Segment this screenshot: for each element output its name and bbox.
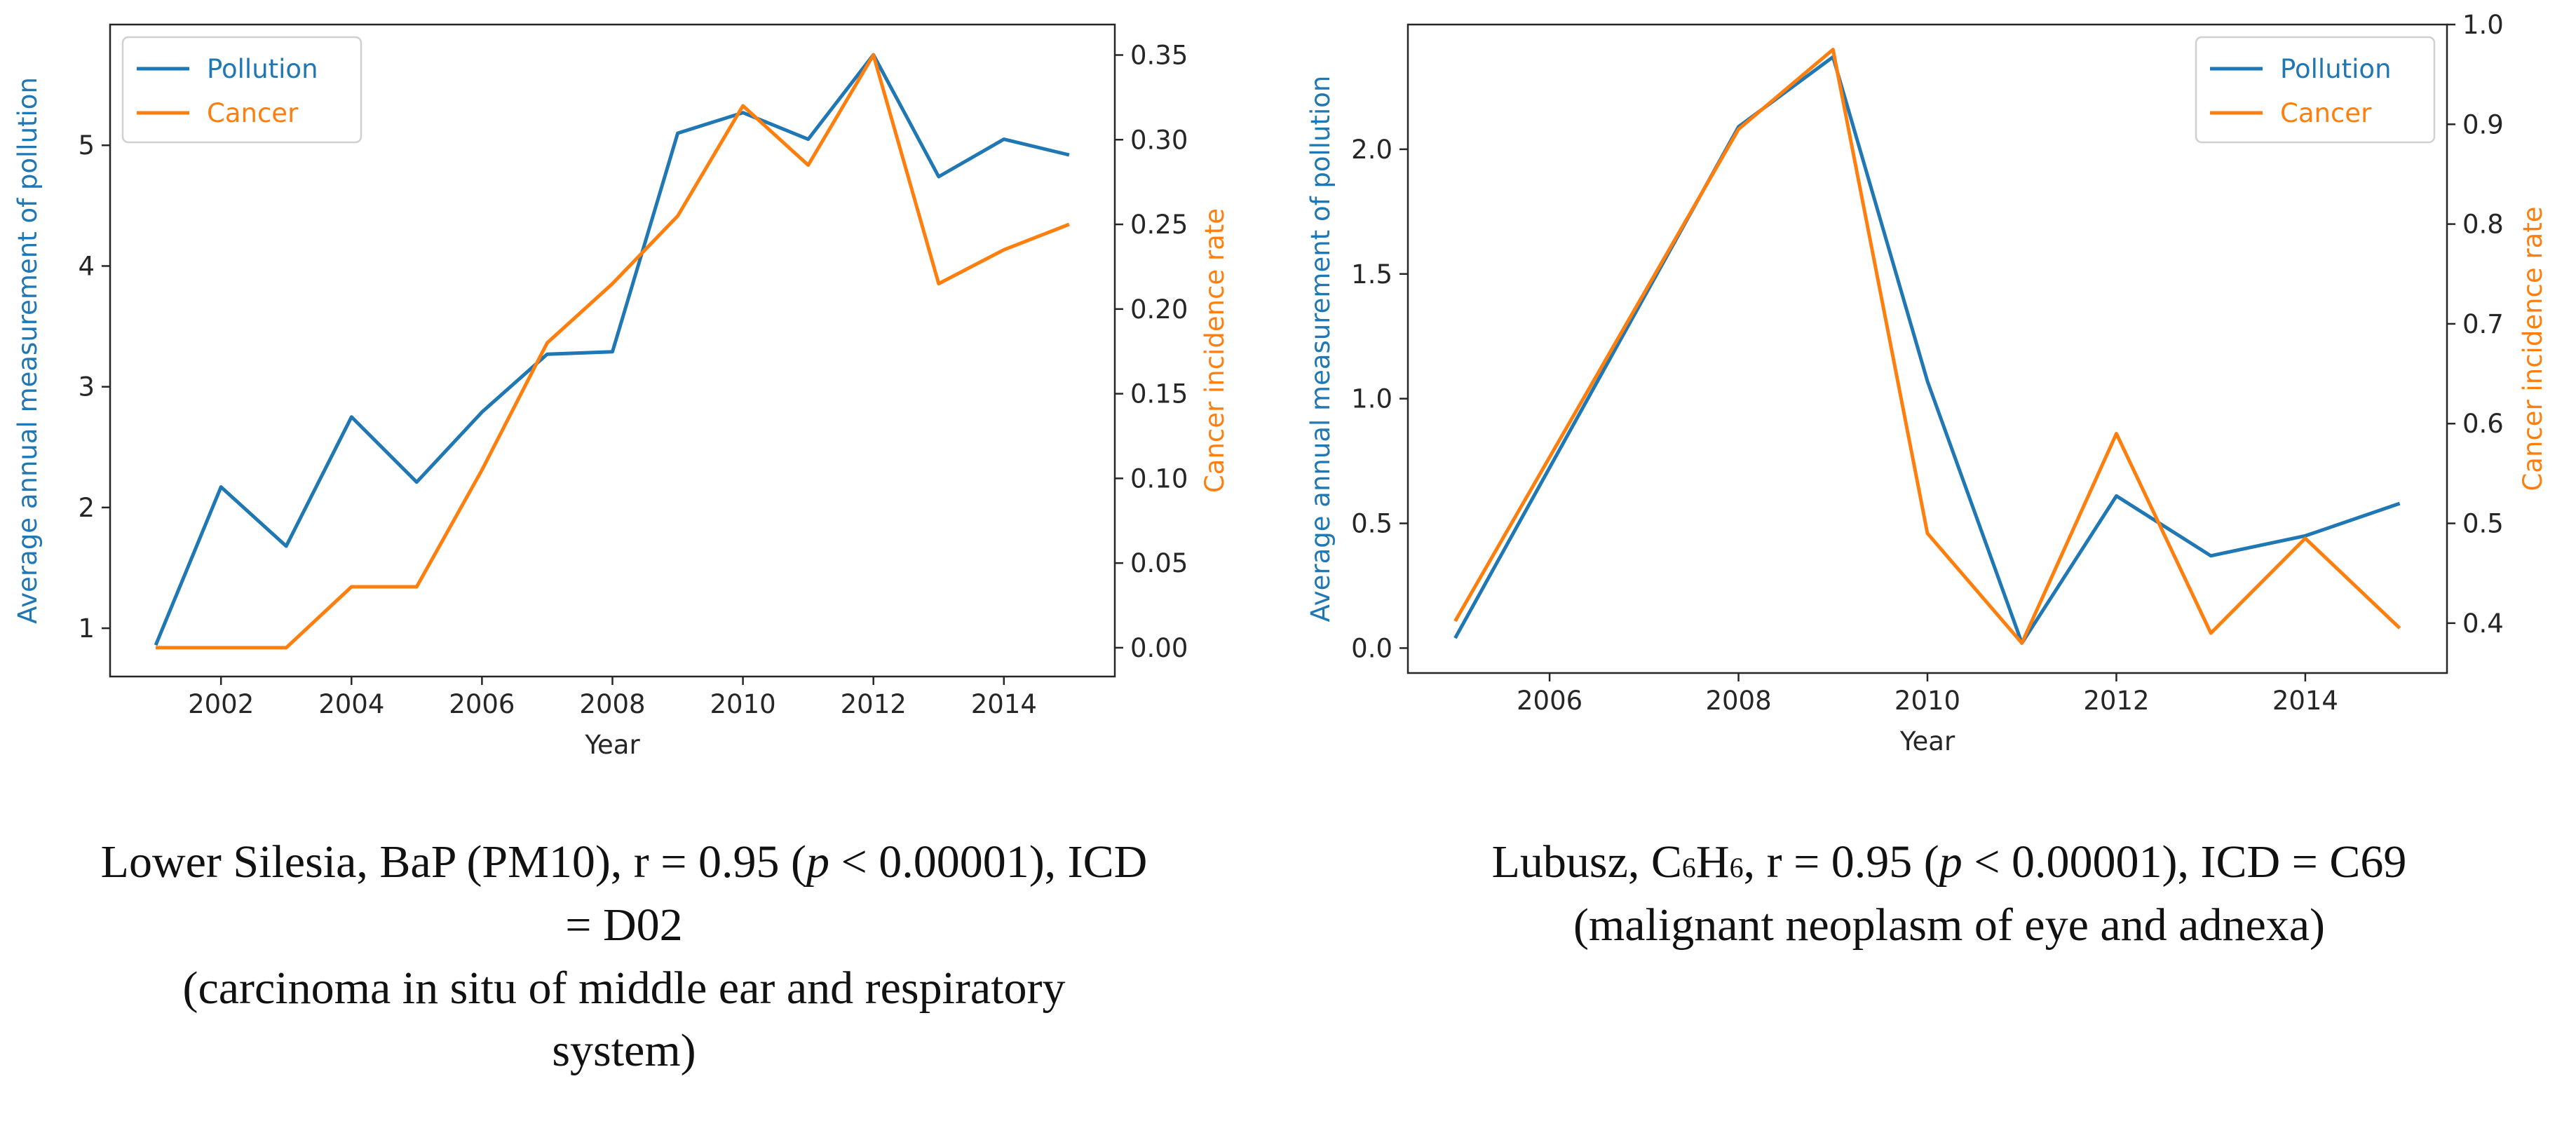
x-axis-label: Year [1899, 726, 1955, 756]
y-left-axis-label: Average annual measurement of pollution [13, 77, 43, 624]
chart-1: 2002 2004 2006 2008 2010 2012 2014 Year 1 2 3 4 5 0.0… [13, 23, 1230, 760]
x-tick-label: 2012 [2083, 686, 2149, 716]
legend: Pollution Cancer [2195, 36, 2436, 144]
series-line-pollution [154, 53, 1070, 646]
chart-2: 2006 2008 2010 2012 2014 Year 0.0 0.5 1.0 1.5 2.0 0… [1306, 10, 2548, 756]
caption-left-line2: = D02 [565, 899, 683, 951]
y-right-tick-label: 0.7 [2462, 309, 2504, 339]
caption-left: Lower Silesia, BaP (PM10), r = 0.95 (p <… [0, 831, 1248, 1082]
x-tick-label: 2014 [971, 689, 1037, 719]
x-tick-label: 2014 [2272, 686, 2338, 716]
caption-right-sub1: 6 [1681, 852, 1696, 883]
y-right-axis-label: Cancer incidence rate [1200, 208, 1230, 493]
y-right-axis-label: Cancer incidence rate [2518, 206, 2548, 491]
y-left-tick-label: 5 [78, 130, 95, 161]
caption-right-mid: H [1695, 836, 1730, 888]
y-left-tick-label: 1 [78, 613, 95, 644]
y-right-tick-label: 0.6 [2462, 409, 2504, 439]
x-tick-label: 2008 [1705, 686, 1771, 716]
legend-box [2195, 36, 2436, 144]
caption-left-line1: Lower Silesia, BaP (PM10), r = 0.95 (p <… [0, 831, 1248, 894]
legend-box [121, 36, 362, 144]
y-right-tick-label: 0.30 [1130, 125, 1188, 155]
caption-right-line1-rest: , r = 0.95 ( [1743, 836, 1939, 888]
caption-left-line3: (carcinoma in situ of middle ear and res… [182, 962, 1066, 1014]
y-right-tick-label: 0.00 [1130, 633, 1188, 663]
x-tick-label: 2004 [318, 689, 384, 719]
y-left-tick-label: 3 [78, 372, 95, 402]
series-line-cancer [156, 53, 1070, 650]
legend-label-pollution: Pollution [2280, 54, 2392, 84]
x-tick-label: 2010 [710, 689, 776, 719]
y-right-tick-label: 0.05 [1130, 548, 1188, 578]
caption-right-sub2: 6 [1729, 852, 1744, 883]
y-left-tick-label: 0.0 [1351, 633, 1392, 663]
y-right-tick-label: 0.20 [1130, 294, 1188, 325]
y-left-tick-label: 4 [78, 251, 95, 281]
series-line-pollution [1453, 55, 2401, 645]
y-right-tick-label: 0.5 [2462, 509, 2504, 539]
caption-left-p-symbol: p [806, 836, 829, 888]
x-tick-label: 2008 [579, 689, 645, 719]
legend-label-cancer: Cancer [2280, 98, 2372, 128]
y-right-tick-label: 1.0 [2462, 10, 2504, 40]
y-right-tick-label: 0.10 [1130, 463, 1188, 494]
y-right-tick-label: 0.25 [1130, 210, 1188, 240]
caption-right-line1: Lubusz, C6H6, r = 0.95 (p < 0.00001), IC… [1325, 831, 2573, 894]
caption-right-line1-pre: Lubusz, C [1491, 836, 1682, 888]
caption-right-p-symbol: p [1939, 836, 1962, 888]
caption-right: Lubusz, C6H6, r = 0.95 (p < 0.00001), IC… [1325, 831, 2573, 957]
y-left-tick-label: 0.5 [1351, 509, 1392, 539]
caption-left-line4: system) [552, 1025, 696, 1077]
y-right-tick-label: 0.35 [1130, 40, 1188, 70]
y-left-tick-label: 2 [78, 493, 95, 523]
y-right-tick-label: 0.8 [2462, 210, 2504, 240]
series-line-cancer [1453, 48, 2401, 645]
caption-left-line1-pre: Lower Silesia, BaP (PM10), r = 0.95 ( [100, 836, 806, 888]
x-tick-label: 2010 [1894, 686, 1960, 716]
y-right-tick-label: 0.9 [2462, 109, 2504, 140]
x-tick-label: 2006 [449, 689, 515, 719]
y-right-tick-label: 0.4 [2462, 609, 2504, 639]
y-right-tick-label: 0.15 [1130, 379, 1188, 409]
x-axis-label: Year [584, 730, 640, 760]
legend-label-pollution: Pollution [207, 54, 318, 84]
y-left-tick-label: 2.0 [1351, 135, 1392, 165]
legend: Pollution Cancer [121, 36, 362, 144]
caption-right-line1-post: < 0.00001), ICD = C69 [1962, 836, 2407, 888]
caption-left-line1-post: < 0.00001), ICD [829, 836, 1148, 888]
x-tick-label: 2006 [1517, 686, 1582, 716]
y-left-axis-label: Average annual measurement of pollution [1306, 76, 1336, 623]
x-tick-label: 2012 [841, 689, 907, 719]
y-left-tick-label: 1.5 [1351, 259, 1392, 290]
caption-right-line2: (malignant neoplasm of eye and adnexa) [1573, 899, 2326, 951]
x-tick-label: 2002 [188, 689, 254, 719]
y-left-tick-label: 1.0 [1351, 384, 1392, 414]
legend-label-cancer: Cancer [207, 98, 299, 128]
